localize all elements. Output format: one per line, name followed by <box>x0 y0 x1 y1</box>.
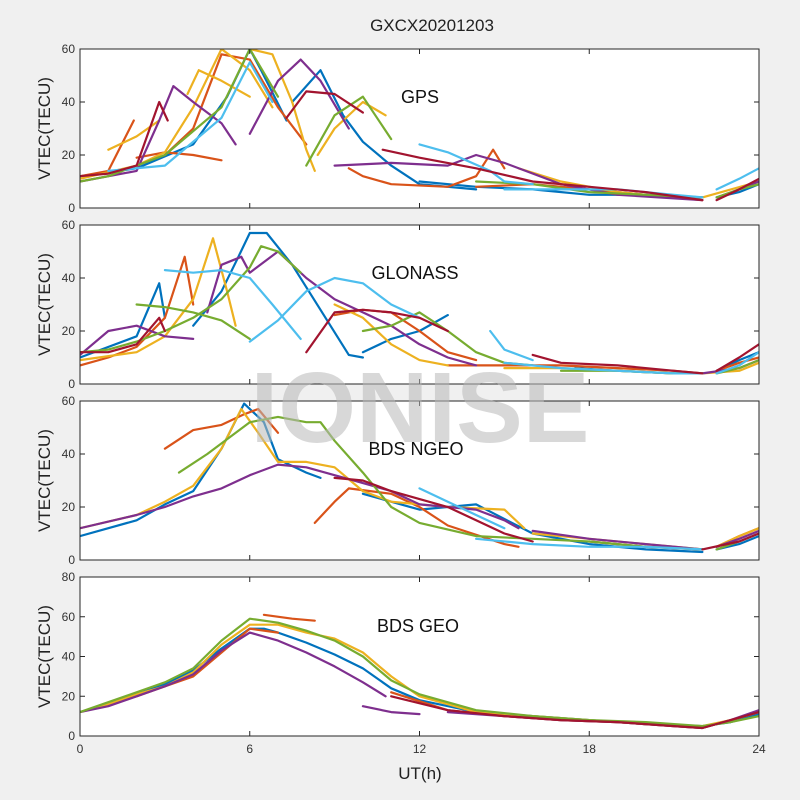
series-line-2 <box>262 613 316 622</box>
panel-label: BDS NGEO <box>368 439 463 459</box>
panel-3: 0 20 40 60 80 0 6 12 18 24 VTEC(TECU) BDS GEO <box>35 570 766 756</box>
series-line-5 <box>80 255 195 367</box>
y-tick-label: 80 <box>62 570 76 584</box>
series-line-15 <box>418 487 506 530</box>
series-line-17 <box>248 58 350 135</box>
series-line-22 <box>248 276 421 343</box>
y-tick-label: 20 <box>62 148 76 162</box>
series-line-10 <box>248 49 316 172</box>
figure-title: GXCX20201203 <box>370 16 494 35</box>
y-tick-label: 40 <box>62 271 76 285</box>
y-tick-label: 60 <box>62 218 76 232</box>
series-group <box>80 49 759 202</box>
panel-label: BDS GEO <box>377 616 459 636</box>
series-line-13 <box>80 324 195 356</box>
plot-area <box>80 577 759 736</box>
y-tick-label: 0 <box>68 201 75 215</box>
series-line-11 <box>531 529 704 551</box>
series-line-5 <box>80 631 387 714</box>
series-line-29 <box>285 90 364 120</box>
x-tick-label: 18 <box>583 742 597 756</box>
series-line-26 <box>80 316 166 354</box>
series-line-16 <box>80 245 302 354</box>
y-tick-label: 20 <box>62 324 76 338</box>
x-tick-label: 12 <box>413 742 427 756</box>
panel-2: 0 20 40 60 VTEC(TECU) BDS NGEO <box>35 394 760 567</box>
series-line-6 <box>347 148 506 188</box>
series-line-3 <box>163 407 280 450</box>
panel-0: 0 20 40 60 VTEC(TECU) GPS <box>35 42 760 215</box>
y-tick-label: 0 <box>68 553 75 567</box>
series-line-1 <box>291 69 478 191</box>
series-line-21 <box>163 269 302 340</box>
series-line-17 <box>333 476 534 543</box>
y-tick-label: 40 <box>62 650 76 664</box>
y-axis-label: VTEC(TECU) <box>35 77 54 180</box>
watermark-text: IONISE <box>251 352 590 464</box>
series-line-30 <box>381 148 704 202</box>
series-line-24 <box>503 361 704 375</box>
y-tick-label: 20 <box>62 689 76 703</box>
y-axis-label: VTEC(TECU) <box>35 253 54 356</box>
series-line-1 <box>192 231 364 359</box>
series-line-8 <box>715 356 759 372</box>
series-line-18 <box>701 532 759 551</box>
series-line-27 <box>715 167 759 191</box>
y-tick-label: 40 <box>62 447 76 461</box>
x-tick-label: 24 <box>752 742 766 756</box>
x-axis-label: UT(h) <box>398 764 441 783</box>
x-tick-label: 6 <box>246 742 253 756</box>
plot-area <box>80 401 759 560</box>
y-axis-label: VTEC(TECU) <box>35 605 54 708</box>
y-tick-label: 0 <box>68 729 75 743</box>
x-tick-label: 0 <box>77 742 84 756</box>
series-line-29 <box>715 343 759 372</box>
series-line-23 <box>489 329 534 362</box>
panel-label: GPS <box>401 87 439 107</box>
panel-1: 0 20 40 60 VTEC(TECU) GLONASS <box>35 218 760 391</box>
series-group <box>80 613 759 730</box>
series-line-16 <box>80 84 237 183</box>
series-line-27 <box>305 308 449 354</box>
series-line-31 <box>715 177 759 202</box>
series-line-8 <box>80 617 759 728</box>
series-line-5 <box>163 53 308 157</box>
series-line-21 <box>305 95 393 167</box>
series-line-6 <box>361 705 421 716</box>
series-line-28 <box>531 353 704 375</box>
y-tick-label: 60 <box>62 610 76 624</box>
series-line-24 <box>107 61 274 172</box>
y-tick-label: 60 <box>62 42 76 56</box>
series-line-14 <box>206 250 478 367</box>
series-line-16 <box>475 537 704 551</box>
series-line-25 <box>715 351 759 375</box>
series-group <box>80 402 759 554</box>
series-line-13 <box>316 100 387 157</box>
series-line-13 <box>177 415 704 551</box>
series-line-10 <box>333 303 449 367</box>
y-tick-label: 20 <box>62 500 76 514</box>
series-line-28 <box>80 100 169 178</box>
y-tick-label: 40 <box>62 95 76 109</box>
y-tick-label: 0 <box>68 377 75 391</box>
series-line-0 <box>80 282 166 359</box>
series-group <box>80 231 759 375</box>
y-tick-label: 60 <box>62 394 76 408</box>
series-line-9 <box>390 695 759 730</box>
series-line-20 <box>135 303 251 340</box>
panel-label: GLONASS <box>371 263 458 283</box>
series-line-20 <box>80 49 280 183</box>
y-axis-label: VTEC(TECU) <box>35 429 54 532</box>
